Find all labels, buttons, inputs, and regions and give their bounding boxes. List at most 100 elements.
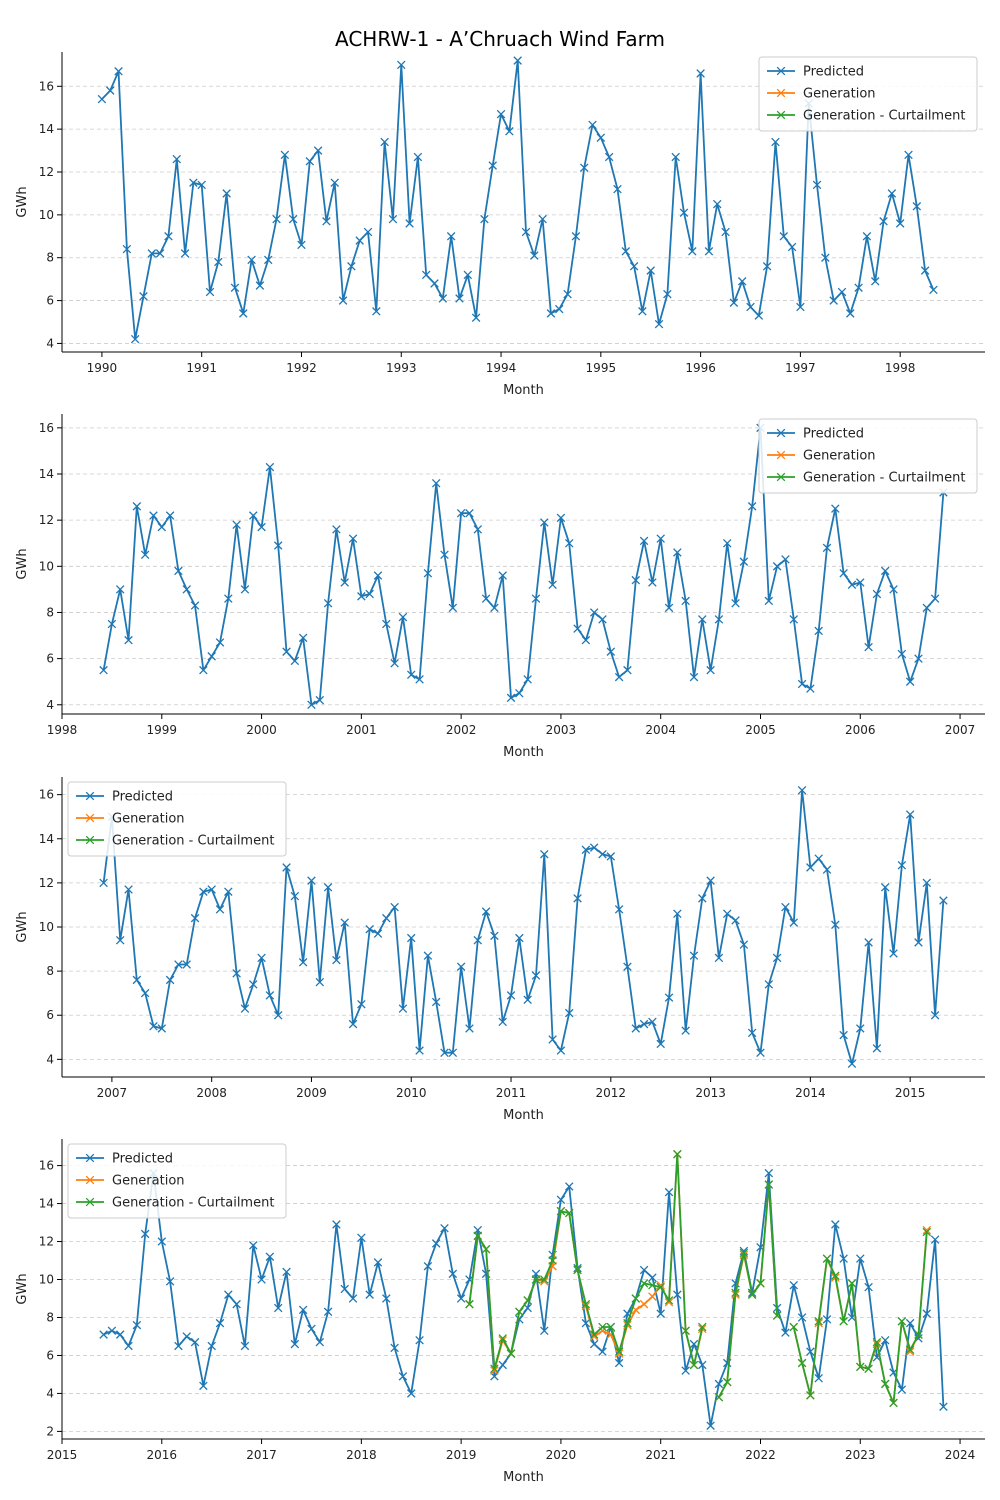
data-point	[722, 1377, 732, 1387]
data-point	[731, 1288, 740, 1298]
data-point	[172, 154, 182, 164]
data-point	[273, 1303, 283, 1313]
data-point	[515, 688, 524, 698]
data-point	[490, 1366, 499, 1375]
data-point	[930, 594, 940, 603]
data-point	[837, 287, 847, 297]
data-point	[895, 219, 905, 228]
data-point	[648, 578, 657, 587]
data-point	[347, 262, 356, 271]
data-point	[847, 580, 857, 590]
data-point	[182, 1332, 191, 1341]
y-tick-label: 16	[39, 79, 54, 93]
data-point	[197, 180, 206, 190]
x-tick-label: 1997	[785, 361, 816, 375]
data-point	[315, 695, 325, 705]
x-axis-label: Month	[503, 1470, 544, 1485]
data-point	[706, 665, 715, 675]
data-point	[606, 647, 616, 656]
data-point	[471, 313, 481, 322]
data-point	[448, 1269, 458, 1279]
data-point	[240, 585, 250, 594]
x-tick-label: 2001	[346, 723, 377, 737]
data-point	[747, 502, 757, 511]
data-point	[847, 1279, 857, 1288]
data-point	[348, 1019, 358, 1029]
legend-label: Generation - Curtailment	[112, 1196, 274, 1211]
data-point	[754, 311, 764, 320]
data-point	[165, 511, 175, 520]
data-point	[357, 592, 366, 601]
legend-marker	[85, 1175, 95, 1185]
data-point	[606, 852, 616, 861]
data-point	[922, 1309, 932, 1318]
x-tick-label: 2015	[895, 1086, 926, 1100]
data-point	[589, 608, 599, 617]
data-point	[523, 995, 532, 1005]
data-point	[257, 1275, 266, 1284]
data-point	[357, 999, 366, 1009]
data-point	[157, 1024, 167, 1033]
legend-marker	[85, 835, 95, 845]
data-point	[829, 296, 838, 305]
data-point	[922, 1225, 932, 1235]
data-point	[105, 86, 115, 95]
data-point	[646, 266, 655, 275]
data-point	[729, 298, 739, 307]
data-point	[556, 1206, 566, 1216]
x-tick-label: 2007	[97, 1086, 128, 1100]
data-point	[247, 255, 256, 265]
x-tick-label: 1994	[486, 361, 517, 375]
data-point	[596, 133, 606, 142]
data-point	[789, 615, 799, 624]
data-point	[107, 619, 117, 629]
data-point	[564, 1182, 574, 1191]
data-point	[739, 557, 749, 566]
data-point	[914, 938, 923, 947]
data-point	[413, 152, 423, 162]
data-point	[856, 1024, 865, 1033]
data-point	[481, 907, 491, 916]
data-point	[573, 624, 582, 633]
data-point	[573, 894, 582, 903]
data-point	[214, 257, 223, 267]
data-point	[248, 1241, 258, 1250]
data-point	[556, 1046, 566, 1055]
data-point	[922, 603, 932, 613]
data-point	[764, 596, 774, 606]
data-point	[789, 918, 799, 927]
data-point	[506, 1349, 516, 1358]
data-point	[806, 684, 815, 693]
data-point	[614, 1347, 624, 1356]
data-point	[629, 262, 639, 271]
data-point	[839, 1254, 848, 1263]
data-point	[313, 146, 323, 155]
data-point	[99, 878, 108, 888]
data-point	[140, 550, 150, 560]
data-point	[854, 283, 863, 292]
data-point	[588, 120, 597, 130]
data-point	[307, 700, 316, 710]
data-point	[821, 253, 830, 262]
data-point	[839, 568, 848, 578]
data-point	[199, 665, 208, 675]
data-point	[806, 1347, 815, 1356]
data-point	[839, 1317, 848, 1326]
data-point	[564, 538, 574, 548]
y-tick-label: 4	[46, 1052, 54, 1066]
legend-box	[67, 1143, 287, 1219]
chart-3: 4 6 8 10 12 14 16 2007 2008 2009 2010 2011 2012 2013 2…	[15, 777, 985, 1123]
data-point	[182, 585, 191, 594]
data-point	[448, 603, 458, 613]
data-point	[315, 977, 325, 987]
data-point	[224, 887, 233, 896]
data-point	[573, 1265, 582, 1275]
data-point	[814, 854, 823, 863]
y-tick-label: 16	[39, 1159, 54, 1173]
data-point	[363, 227, 373, 237]
data-point	[664, 993, 674, 1002]
data-point	[107, 1326, 117, 1336]
data-point	[681, 596, 690, 606]
data-point	[613, 184, 622, 194]
data-point	[455, 294, 464, 303]
